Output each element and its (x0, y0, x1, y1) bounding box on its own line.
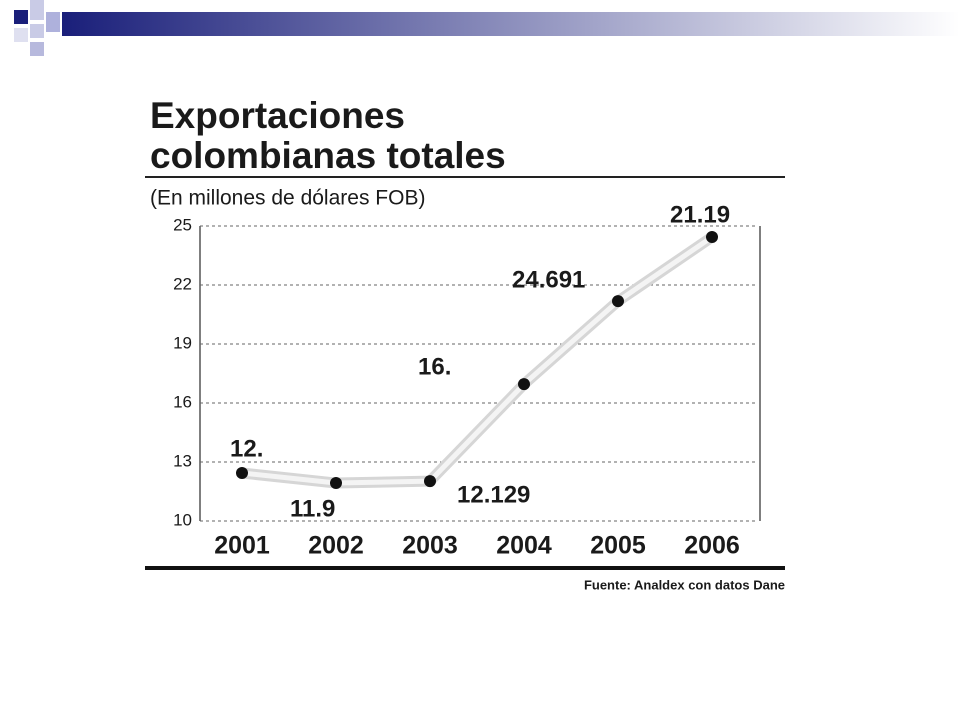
chart-title: colombianas totales (150, 135, 506, 176)
point (612, 295, 624, 308)
point (330, 477, 342, 490)
annotation: 11.9 (290, 495, 335, 522)
y-tick-label: 22 (173, 274, 192, 293)
chart-subtitle: (En millones de dólares FOB) (150, 187, 425, 210)
x-tick-label: 2002 (308, 532, 364, 560)
x-tick-label: 2004 (496, 532, 552, 560)
deco-square (30, 24, 44, 38)
annotation: 12.129 (457, 481, 530, 508)
deco-square (30, 42, 44, 56)
point (424, 475, 436, 488)
line-shadow (236, 231, 718, 489)
y-tick-label: 16 (173, 392, 192, 411)
x-tick-label: 2005 (590, 532, 646, 560)
point (518, 378, 530, 391)
chart-title: Exportaciones (150, 95, 405, 136)
y-tick-label: 10 (173, 510, 192, 529)
x-tick-label: 2001 (214, 532, 270, 560)
x-tick-label: 2003 (402, 532, 458, 560)
deco-square (30, 0, 44, 20)
annotation: 21.19 (670, 201, 730, 228)
annotation: 16. (418, 353, 451, 380)
source: Fuente: Analdex con datos Dane (584, 577, 785, 592)
y-tick-label: 25 (173, 215, 192, 234)
y-tick-label: 13 (173, 451, 192, 470)
annotation: 12. (230, 435, 263, 462)
deco-square (14, 10, 28, 24)
deco-square (14, 28, 28, 42)
deco-square (46, 12, 60, 32)
line (241, 234, 714, 486)
y-tick-label: 19 (173, 333, 192, 352)
annotation: 24.691 (512, 266, 585, 293)
deco-bar (62, 12, 960, 36)
point (236, 467, 248, 480)
x-tick-label: 2006 (684, 532, 740, 560)
point (706, 231, 718, 244)
